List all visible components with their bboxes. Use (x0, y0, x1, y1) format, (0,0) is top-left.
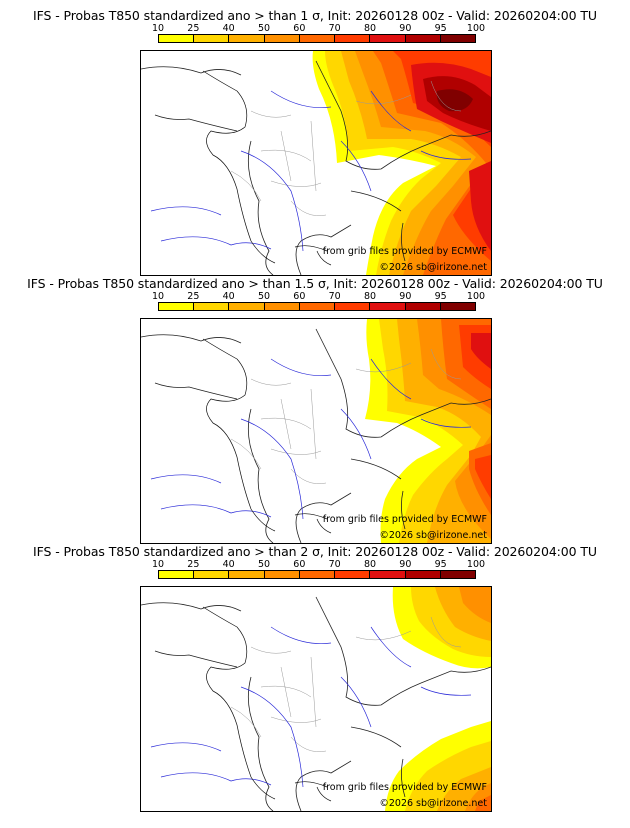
colorbar-tick-label: 25 (187, 23, 200, 34)
colorbar-segment (335, 303, 371, 310)
colorbar-segment (229, 35, 265, 42)
credit-source: from grib files provided by ECMWF (322, 246, 487, 257)
colorbar-segment (299, 35, 336, 42)
colorbar-segment (194, 303, 230, 310)
colorbar-tick-label: 90 (399, 23, 412, 34)
colorbar-tick-label: 60 (293, 291, 306, 302)
regional-borders (230, 616, 462, 752)
colorbar-segment (159, 35, 195, 42)
colorbar-tick-label: 90 (399, 291, 412, 302)
coastline (202, 606, 332, 802)
colorbar-segment (335, 35, 371, 42)
colorbar-segment (159, 571, 195, 578)
colorbar-tick-label: 95 (434, 291, 447, 302)
map-canvas (141, 319, 491, 543)
colorbar-segment (194, 571, 230, 578)
coastline (202, 338, 332, 534)
credit-copyright: ©2026 sb@irizone.net (379, 262, 487, 273)
regional-borders (230, 348, 462, 484)
colorbar-tick-label: 40 (222, 23, 235, 34)
colorbar-tick-label: 100 (466, 23, 486, 34)
credit-copyright: ©2026 sb@irizone.net (379, 798, 487, 809)
colorbar-tick-label: 10 (151, 23, 165, 34)
colorbar-tick-label: 40 (222, 559, 235, 570)
colorbar-tick-label: 40 (222, 291, 235, 302)
colorbar-segment (194, 35, 230, 42)
colorbar-tick-label: 60 (293, 23, 306, 34)
colorbar (158, 34, 476, 43)
probability-map: from grib files provided by ECMWF ©2026 … (140, 586, 492, 812)
colorbar-tick-label: 10 (151, 559, 165, 570)
colorbar-tick-label: 70 (328, 559, 341, 570)
credit-source: from grib files provided by ECMWF (322, 514, 487, 525)
colorbar-segment (335, 571, 371, 578)
colorbar-tick-label: 90 (399, 559, 412, 570)
colorbar-tick-label: 25 (187, 559, 200, 570)
colorbar-ticks: 10 25 40 50 60 70 80 90 95 100 (152, 559, 485, 570)
colorbar-segment (370, 571, 406, 578)
country-borders (141, 328, 491, 543)
colorbar-segment (405, 35, 441, 42)
colorbar-segment (159, 303, 195, 310)
map-canvas (141, 587, 491, 811)
colorbar-segment (264, 571, 300, 578)
rivers (150, 358, 472, 520)
colorbar-tick-label: 95 (434, 559, 447, 570)
colorbar-segment (229, 303, 265, 310)
credit-copyright: ©2026 sb@irizone.net (379, 530, 487, 541)
panel-title: IFS - Probas T850 standardized ano > tha… (33, 544, 597, 559)
map-panel-1: IFS - Probas T850 standardized ano > tha… (0, 8, 630, 276)
probability-shading (385, 587, 491, 811)
colorbar-tick-label: 50 (257, 559, 271, 570)
regional-borders (230, 80, 462, 216)
probability-shading (365, 319, 491, 543)
colorbar-ticks: 10 25 40 50 60 70 80 90 95 100 (152, 23, 485, 34)
colorbar-tick-label: 25 (187, 291, 200, 302)
probability-shading (312, 51, 491, 275)
map-canvas (141, 51, 491, 275)
colorbar-tick-label: 100 (466, 559, 486, 570)
colorbar-tick-label: 80 (363, 559, 377, 570)
colorbar-tick-label: 60 (293, 559, 306, 570)
colorbar-tick-label: 70 (328, 291, 341, 302)
probability-map: from grib files provided by ECMWF ©2026 … (140, 318, 492, 544)
coastline (202, 70, 332, 266)
colorbar-tick-label: 70 (328, 23, 341, 34)
colorbar-segment (299, 303, 336, 310)
colorbar-segment (264, 35, 300, 42)
panel-title: IFS - Probas T850 standardized ano > tha… (27, 276, 603, 291)
colorbar (158, 302, 476, 311)
probability-map: from grib files provided by ECMWF ©2026 … (140, 50, 492, 276)
colorbar-ticks: 10 25 40 50 60 70 80 90 95 100 (152, 291, 485, 302)
panel-title: IFS - Probas T850 standardized ano > tha… (33, 8, 597, 23)
colorbar-segment (370, 35, 406, 42)
rivers (150, 626, 472, 788)
colorbar (158, 570, 476, 579)
colorbar-segment (370, 303, 406, 310)
colorbar-tick-label: 10 (151, 291, 165, 302)
colorbar-segment (264, 303, 300, 310)
country-borders (141, 596, 491, 811)
credit-source: from grib files provided by ECMWF (322, 782, 487, 793)
colorbar-tick-label: 50 (257, 23, 271, 34)
colorbar-segment (405, 303, 441, 310)
colorbar-tick-label: 100 (466, 291, 486, 302)
colorbar-tick-label: 50 (257, 291, 271, 302)
colorbar-segment (440, 303, 475, 310)
colorbar-segment (440, 571, 475, 578)
country-borders (141, 60, 491, 275)
colorbar-tick-label: 80 (363, 23, 377, 34)
colorbar-segment (299, 571, 336, 578)
colorbar-segment (405, 571, 441, 578)
rivers (150, 90, 472, 252)
map-panel-3: IFS - Probas T850 standardized ano > tha… (0, 544, 630, 812)
colorbar-segment (229, 571, 265, 578)
colorbar-tick-label: 80 (363, 291, 377, 302)
map-panel-2: IFS - Probas T850 standardized ano > tha… (0, 276, 630, 544)
colorbar-tick-label: 95 (434, 23, 447, 34)
colorbar-segment (440, 35, 475, 42)
